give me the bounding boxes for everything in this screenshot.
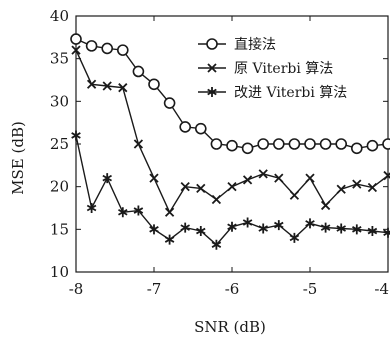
asterisk-marker — [258, 223, 268, 234]
asterisk-marker — [289, 232, 300, 243]
asterisk-marker — [196, 226, 206, 237]
y-tick-label: 20 — [50, 178, 69, 196]
asterisk-marker — [383, 227, 390, 238]
x-marker — [352, 179, 362, 189]
x-marker — [196, 183, 206, 194]
y-tick-label: 15 — [50, 220, 69, 238]
circle-marker — [195, 122, 207, 135]
asterisk-marker — [305, 218, 315, 229]
x-marker — [180, 182, 190, 192]
x-tick-label: -7 — [147, 280, 162, 298]
asterisk-marker — [242, 217, 253, 228]
x-marker — [320, 200, 331, 211]
x-marker — [258, 169, 268, 179]
x-marker — [164, 207, 175, 217]
x-axis-title: SNR (dB) — [194, 318, 266, 336]
legend-label: 直接法 — [234, 36, 276, 53]
asterisk-marker — [180, 222, 190, 233]
x-marker — [86, 79, 97, 89]
legend-entry-1: 直接法 — [198, 36, 276, 53]
x-marker — [102, 81, 112, 91]
x-tick-label: -8 — [69, 280, 84, 298]
x-marker — [336, 184, 346, 194]
circle-marker — [163, 97, 176, 109]
asterisk-marker — [118, 207, 128, 218]
asterisk-marker — [164, 234, 175, 245]
circle-marker — [288, 138, 301, 150]
x-marker — [274, 173, 284, 183]
circle-marker — [206, 38, 218, 50]
circle-marker — [226, 139, 238, 152]
y-axis-title: MSE (dB) — [9, 121, 27, 195]
circle-marker — [101, 42, 113, 55]
x-marker — [367, 182, 378, 193]
x-marker — [211, 194, 222, 205]
x-marker — [383, 170, 390, 181]
circle-marker — [335, 138, 348, 150]
asterisk-marker — [320, 222, 331, 233]
asterisk-marker — [86, 203, 97, 213]
circle-marker — [70, 33, 82, 45]
circle-marker — [132, 65, 145, 78]
circle-marker — [85, 40, 98, 52]
x-marker — [149, 173, 159, 183]
x-marker — [289, 190, 300, 200]
circle-marker — [350, 142, 363, 155]
y-tick-label: 35 — [50, 50, 69, 68]
asterisk-marker — [274, 220, 284, 231]
circle-marker — [241, 142, 254, 155]
series-2 — [71, 45, 390, 217]
asterisk-marker — [207, 87, 217, 97]
x-marker — [242, 175, 253, 185]
x-marker — [133, 139, 144, 149]
x-marker — [118, 83, 128, 93]
x-marker — [71, 45, 81, 55]
y-tick-label: 30 — [50, 92, 69, 110]
circle-marker — [117, 44, 129, 56]
asterisk-marker — [211, 239, 222, 250]
asterisk-marker — [133, 205, 144, 216]
y-tick-label: 25 — [50, 135, 69, 153]
circle-marker — [148, 78, 160, 91]
x-marker — [305, 173, 315, 183]
asterisk-marker — [352, 224, 362, 235]
x-marker — [227, 182, 237, 192]
series-3 — [71, 130, 390, 250]
series-1 — [70, 33, 390, 155]
legend-label: 原 Viterbi 算法 — [234, 61, 333, 77]
circle-marker — [272, 138, 285, 150]
legend-entry-3: 改进 Viterbi 算法 — [198, 85, 347, 101]
circle-marker — [210, 138, 223, 150]
series-layer — [70, 33, 390, 250]
circle-marker — [304, 138, 316, 150]
legend-entry-2: 原 Viterbi 算法 — [198, 61, 333, 77]
asterisk-marker — [367, 226, 378, 237]
axis-ticks: -8 -7 -6 -5 -4 10 15 20 25 30 35 40 — [50, 7, 389, 298]
circle-marker — [366, 139, 379, 152]
x-tick-label: -6 — [225, 280, 240, 298]
x-marker — [207, 63, 217, 73]
asterisk-marker — [227, 221, 237, 232]
asterisk-marker — [336, 223, 346, 234]
circle-marker — [179, 121, 191, 133]
asterisk-marker — [102, 173, 112, 184]
asterisk-marker — [71, 130, 81, 141]
asterisk-marker — [149, 224, 159, 235]
circle-marker — [382, 138, 390, 150]
y-tick-label: 40 — [50, 7, 69, 25]
y-tick-label: 10 — [50, 263, 69, 281]
x-tick-label: -5 — [303, 280, 318, 298]
legend-label: 改进 Viterbi 算法 — [234, 85, 347, 101]
circle-marker — [257, 138, 270, 150]
x-tick-label: -4 — [374, 280, 389, 298]
circle-marker — [319, 138, 332, 150]
